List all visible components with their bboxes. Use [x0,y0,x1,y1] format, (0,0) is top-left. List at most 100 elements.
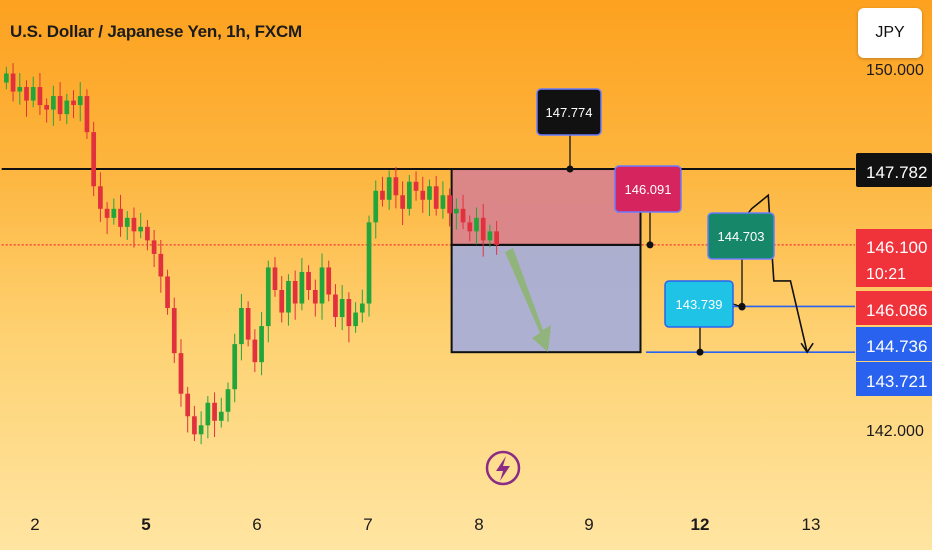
candle [212,402,217,421]
candle [17,87,23,92]
candle [427,186,432,200]
callout-label: 146.091 [625,182,672,197]
x-tick-label: 2 [30,515,39,534]
candle [359,303,365,313]
lightning-icon [485,450,521,486]
price-badge-label: 147.782 [866,163,927,182]
callout-anchor [738,303,746,311]
candle [205,402,211,426]
candle [198,425,204,435]
candle [192,416,197,435]
candle [373,190,379,223]
candle [440,195,446,209]
lightning-bolt-icon [496,456,510,481]
candle [57,96,63,115]
candle [24,87,29,101]
candle [239,308,244,345]
candle [326,267,332,295]
price-badge-label: 146.100 [866,238,927,257]
callout-anchor [646,241,654,249]
callout-label: 143.739 [676,297,723,312]
x-tick-label: 12 [691,515,710,534]
candle [218,411,224,421]
candle [151,240,157,254]
candle [346,299,352,327]
candle [225,389,231,412]
candle [171,308,177,354]
x-tick-label: 13 [802,515,821,534]
projection-arrowhead [800,342,814,354]
candle [487,231,493,241]
candle [272,267,278,290]
candle [98,186,103,209]
price-badge-label: 143.721 [866,372,927,391]
candle [51,96,56,110]
price-badge-sublabel: 10:21 [866,266,906,283]
price-badge-label: 144.736 [866,337,927,356]
candle [124,217,130,227]
candle [386,177,392,200]
callout-anchor [696,348,704,356]
candle [339,299,345,318]
candle [118,208,123,227]
candle [494,231,499,245]
candle [453,208,459,214]
candle [366,222,372,304]
candle [480,217,486,241]
candle [299,271,305,304]
candle [380,190,385,200]
candle [447,195,452,214]
candle [145,226,150,241]
candle [111,208,117,218]
candle [306,271,311,290]
callout-anchor [566,165,574,173]
callout-box [664,280,734,328]
price-badge-label: 146.086 [866,301,927,320]
callout-box [707,212,775,260]
callout-box [536,88,602,136]
candle [178,353,184,394]
candle [400,195,405,209]
candle [406,181,412,209]
zone-border [450,243,642,354]
candle [30,87,36,101]
candle [265,267,271,327]
candle [77,96,83,106]
price-badge-bg [856,327,932,361]
chart-title: U.S. Dollar / Japanese Yen, 1h, FXCM [10,22,302,41]
candle [353,312,358,327]
candle [10,73,16,92]
candle [279,289,285,313]
candle [71,100,76,106]
candle [4,73,9,83]
candle [286,280,291,313]
supply-zone [451,169,641,245]
candle [467,222,473,232]
candle [413,181,419,191]
arrow-shape [505,248,551,352]
candle [84,96,90,133]
currency-button[interactable]: JPY [858,8,922,58]
y-tick-label: 150.000 [866,62,924,79]
x-tick-label: 7 [363,515,372,534]
candle [292,280,298,304]
candle [104,208,110,218]
y-tick-label: 142.000 [866,423,924,440]
candle [131,217,137,232]
price-badge-bg [856,362,932,396]
callout-box [614,165,682,213]
callout-label: 144.703 [718,229,765,244]
x-tick-label: 6 [252,515,261,534]
price-badge-bg [856,229,932,287]
candle [420,190,426,200]
candle [393,177,399,196]
candle [433,186,439,209]
candle [312,289,318,304]
price-badge-bg [856,153,932,187]
candle [138,226,144,232]
candle [319,267,325,304]
callout-label: 147.774 [546,105,593,120]
x-tick-label: 8 [474,515,483,534]
